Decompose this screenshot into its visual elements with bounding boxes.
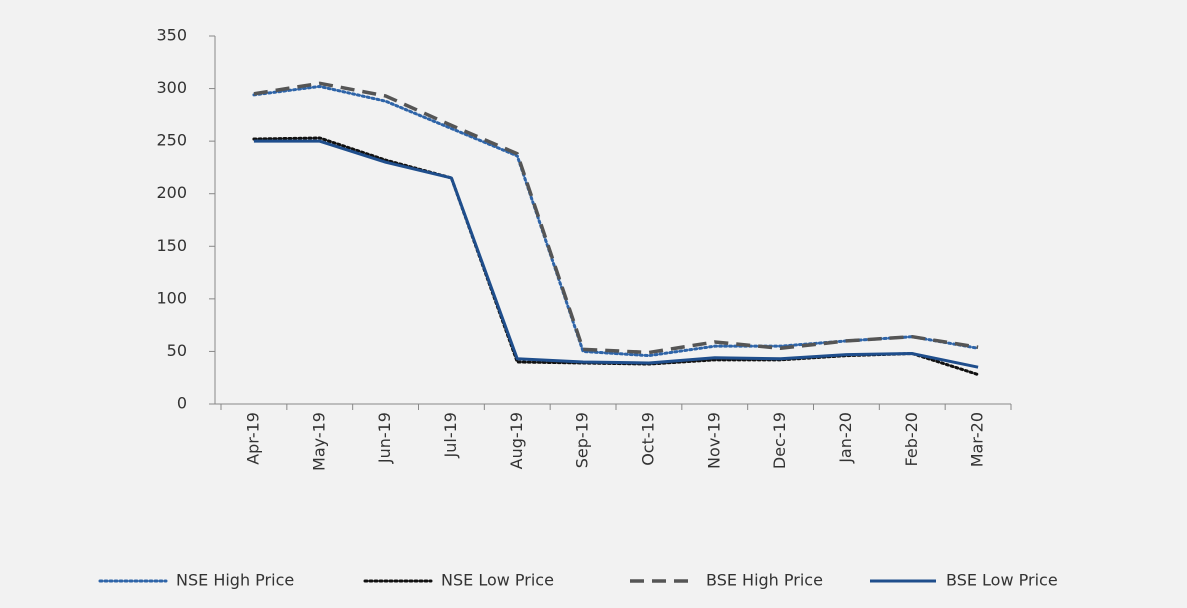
legend-label: NSE High Price [176, 571, 294, 590]
y-tick-label: 200 [156, 183, 187, 202]
y-tick-label: 300 [156, 78, 187, 97]
y-tick-label: 350 [156, 26, 187, 45]
legend-label: NSE Low Price [441, 571, 554, 590]
x-tick-label: Jan-20 [836, 412, 855, 464]
x-tick-label: Nov-19 [704, 412, 723, 469]
x-tick-label: Jul-19 [441, 412, 460, 458]
y-tick-label: 0 [177, 394, 187, 413]
x-tick-label: May-19 [309, 412, 328, 471]
y-tick-label: 50 [167, 341, 187, 360]
x-tick-label: Apr-19 [243, 412, 262, 465]
line-series [253, 139, 979, 369]
x-tick-label: Aug-19 [507, 412, 526, 469]
x-tick-label: Mar-20 [968, 412, 987, 467]
y-tick-label: 250 [156, 131, 187, 150]
legend-label: BSE High Price [706, 571, 823, 590]
line-series [253, 81, 979, 355]
x-tick-label: Oct-19 [638, 412, 657, 466]
y-tick-label: 100 [156, 288, 187, 307]
x-tick-label: Jun-19 [375, 412, 394, 464]
y-tick-label: 150 [156, 236, 187, 255]
legend-label: BSE Low Price [946, 571, 1058, 590]
x-tick-label: Dec-19 [770, 412, 789, 469]
x-tick-label: Sep-19 [573, 412, 592, 468]
x-tick-label: Feb-20 [902, 412, 921, 466]
